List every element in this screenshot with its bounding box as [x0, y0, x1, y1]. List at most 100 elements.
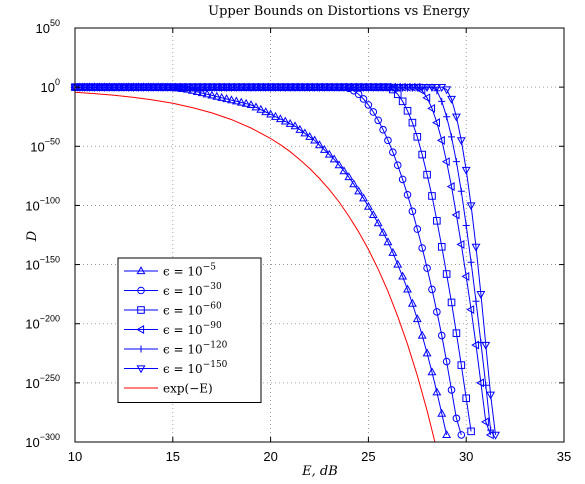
- data-point: [447, 386, 456, 394]
- data-point: [373, 84, 383, 92]
- data-point: [305, 132, 315, 140]
- data-point: [422, 348, 432, 357]
- data-point: [202, 84, 212, 92]
- data-point: [329, 84, 339, 92]
- data-point: [136, 266, 146, 275]
- data-point: [398, 271, 408, 280]
- data-point: [207, 90, 217, 99]
- legend: ϵ = 10−5 ϵ = 10−30 ϵ = 10−60 ϵ = 10−90 ϵ = 1…: [117, 257, 262, 403]
- data-point: [432, 84, 442, 92]
- data-point: [480, 417, 489, 427]
- data-point: [393, 259, 403, 268]
- data-point: [271, 111, 280, 120]
- data-point: [408, 118, 417, 127]
- plot-frame: [74, 27, 565, 443]
- data-point: [99, 84, 109, 92]
- data-point: [187, 84, 197, 92]
- data-point: [461, 166, 471, 175]
- grid: [75, 28, 564, 442]
- data-point: [363, 84, 373, 92]
- data-point: [266, 109, 276, 118]
- data-point: [137, 286, 145, 295]
- data-point: [231, 84, 241, 92]
- data-point: [413, 225, 422, 233]
- data-point: [417, 84, 427, 92]
- y-tick-label: 10−200: [25, 314, 60, 332]
- data-point: [246, 84, 256, 92]
- data-point: [334, 84, 344, 92]
- x-axis-label: E, dB: [301, 464, 338, 479]
- data-point: [403, 284, 412, 293]
- data-point: [412, 84, 422, 92]
- data-point: [462, 222, 470, 230]
- x-tick-label: 15: [166, 449, 180, 464]
- data-point: [241, 98, 251, 107]
- series-layer: [70, 82, 500, 443]
- legend-label: ϵ = 10−60: [163, 302, 222, 318]
- data-point: [256, 84, 266, 92]
- data-point: [427, 103, 436, 113]
- data-point: [413, 133, 422, 141]
- data-point: [261, 84, 271, 92]
- data-point: [173, 84, 183, 92]
- data-point: [251, 84, 261, 92]
- legend-entry: ϵ = 10−5: [124, 263, 216, 279]
- data-point: [310, 84, 320, 92]
- data-point: [90, 84, 100, 92]
- legend-label: ϵ = 10−5: [163, 263, 216, 279]
- data-point: [466, 305, 475, 314]
- data-point: [417, 330, 427, 339]
- data-point: [452, 414, 461, 423]
- data-point: [423, 170, 431, 179]
- data-point: [280, 84, 290, 92]
- legend-label: ϵ = 10−90: [163, 321, 222, 337]
- data-point: [236, 84, 246, 92]
- data-point: [462, 394, 470, 403]
- series-line: [74, 91, 436, 443]
- data-point: [393, 84, 403, 92]
- data-point: [446, 182, 455, 191]
- data-point: [310, 135, 320, 144]
- data-point: [349, 84, 359, 92]
- data-point: [124, 84, 134, 92]
- data-point: [339, 166, 349, 175]
- data-point: [368, 84, 378, 92]
- y-tick-label: 10−100: [25, 195, 60, 213]
- data-point: [403, 190, 412, 199]
- data-point: [222, 94, 232, 103]
- data-point: [457, 361, 466, 369]
- data-point: [378, 84, 388, 92]
- data-point: [428, 285, 436, 294]
- legend-box: [117, 257, 262, 403]
- data-point: [467, 427, 475, 436]
- legend-entry: ϵ = 10−120: [124, 341, 228, 357]
- ticks: 10 15 20 25 30 35 1050 100 10−50 10−100 10−150 10−2…: [25, 18, 571, 464]
- data-point: [398, 97, 407, 106]
- data-point: [329, 154, 339, 163]
- data-point: [227, 84, 236, 92]
- data-point: [466, 202, 476, 211]
- data-point: [178, 84, 188, 92]
- data-point: [441, 157, 450, 167]
- data-point: [491, 431, 500, 440]
- data-point: [305, 84, 315, 92]
- data-point: [104, 84, 114, 92]
- data-point: [443, 113, 451, 121]
- data-point: [487, 426, 495, 434]
- data-point: [137, 345, 145, 353]
- data-point: [349, 179, 359, 188]
- data-point: [456, 137, 466, 146]
- data-point: [354, 186, 364, 195]
- series-6: [70, 84, 500, 440]
- chart-title: Upper Bounds on Distortions vs Energy: [208, 4, 470, 19]
- data-point: [364, 101, 373, 109]
- data-point: [275, 84, 285, 92]
- data-point: [300, 84, 310, 92]
- data-point: [285, 84, 295, 92]
- data-point: [163, 84, 173, 92]
- data-point: [363, 201, 373, 210]
- data-point: [433, 217, 441, 225]
- data-point: [436, 135, 445, 145]
- data-point: [183, 84, 192, 92]
